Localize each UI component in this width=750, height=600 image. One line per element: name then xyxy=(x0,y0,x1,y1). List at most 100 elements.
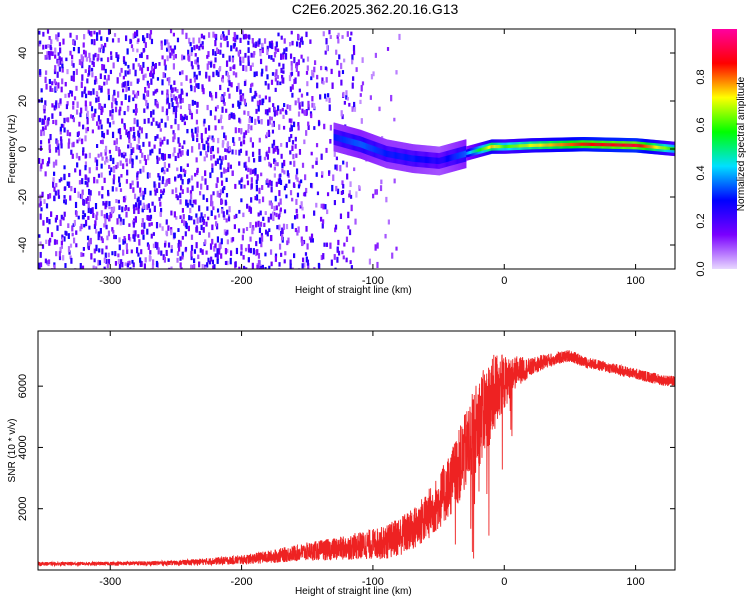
heatmap-cell xyxy=(255,179,258,185)
heatmap-ridge-cell xyxy=(358,140,361,148)
heatmap-cell xyxy=(200,33,203,39)
heatmap-cell xyxy=(293,215,297,220)
heatmap-cell xyxy=(298,148,302,155)
heatmap-cell xyxy=(74,168,77,173)
heatmap-cell xyxy=(347,225,350,230)
heatmap-cell xyxy=(71,115,74,120)
heatmap-cell xyxy=(200,183,203,190)
heatmap-cell xyxy=(111,186,114,192)
colorbar: 0.00.20.40.60.8 Normalized spectral ampli… xyxy=(695,29,747,277)
heatmap-cell xyxy=(313,103,316,110)
heatmap-cell xyxy=(285,47,288,52)
heatmap-cell xyxy=(155,221,159,229)
heatmap-cell xyxy=(47,259,51,265)
heatmap-cell xyxy=(54,65,57,72)
heatmap-cell xyxy=(268,179,272,186)
heatmap-cell xyxy=(149,149,152,156)
heatmap-cell xyxy=(78,59,81,65)
heatmap-ridge-cell xyxy=(477,148,480,152)
heatmap-cell xyxy=(304,174,307,181)
heatmap-ridge-cell xyxy=(391,151,393,158)
heatmap-cell xyxy=(238,104,241,109)
heatmap-ridge-cell xyxy=(640,144,642,148)
heatmap-cell xyxy=(239,148,243,154)
heatmap-cell xyxy=(269,213,273,220)
heatmap-cell xyxy=(187,49,190,56)
heatmap-ridge-cell xyxy=(585,142,588,146)
heatmap-cell xyxy=(189,42,192,47)
heatmap-cell xyxy=(218,193,221,198)
heatmap-cell xyxy=(292,182,296,188)
heatmap-cell xyxy=(206,137,210,142)
heatmap-cell xyxy=(191,65,194,70)
heatmap-cell xyxy=(170,266,173,269)
heatmap-cell xyxy=(283,209,287,214)
heatmap-cell xyxy=(184,231,187,237)
heatmap-cell xyxy=(256,264,259,269)
heatmap-cell xyxy=(69,114,73,119)
heatmap-cell xyxy=(39,251,42,258)
heatmap-cell xyxy=(177,239,181,245)
heatmap-cell xyxy=(174,118,177,125)
heatmap-cell xyxy=(98,248,101,253)
heatmap-ridge-cell xyxy=(461,151,464,158)
heatmap-cell xyxy=(250,125,253,131)
heatmap-cell xyxy=(120,259,123,265)
heatmap-cell xyxy=(176,257,179,263)
heatmap-cell xyxy=(201,138,204,143)
heatmap-cell xyxy=(50,39,53,45)
heatmap-cell xyxy=(245,267,248,269)
heatmap-cell xyxy=(313,210,316,216)
heatmap-cell xyxy=(323,123,326,130)
heatmap-cell xyxy=(255,249,258,257)
heatmap-cell xyxy=(238,180,241,185)
heatmap-cell xyxy=(135,92,138,99)
heatmap-cell xyxy=(73,187,77,193)
heatmap-cell xyxy=(289,104,292,111)
heatmap-cell xyxy=(69,32,72,38)
heatmap-cell xyxy=(247,60,250,66)
heatmap-cell xyxy=(251,151,255,157)
heatmap-ridge-cell xyxy=(579,142,581,146)
heatmap-cell xyxy=(302,239,306,245)
heatmap-ridge-cell xyxy=(424,156,427,163)
heatmap-ridge-cell xyxy=(634,143,636,147)
heatmap-cell xyxy=(297,122,300,127)
heatmap-cell xyxy=(398,33,401,40)
heatmap-cell xyxy=(360,118,363,124)
heatmap-cell xyxy=(211,238,214,245)
heatmap-cell xyxy=(153,144,156,149)
heatmap-cell xyxy=(282,223,286,230)
heatmap-cell xyxy=(254,167,257,175)
heatmap-cell xyxy=(214,215,217,220)
heatmap-cell xyxy=(255,41,258,47)
heatmap-cell xyxy=(129,267,132,269)
heatmap-ridge-cell xyxy=(441,156,444,164)
heatmap-cell xyxy=(65,57,68,62)
heatmap-x-axis-label: Height of straight line (km) xyxy=(295,285,412,296)
heatmap-cell xyxy=(239,37,242,43)
heatmap-cell xyxy=(202,194,205,200)
heatmap-cell xyxy=(128,260,131,265)
heatmap-cell xyxy=(113,140,116,146)
heatmap-cell xyxy=(137,252,140,257)
heatmap-cell xyxy=(116,57,119,62)
heatmap-cell xyxy=(137,63,140,67)
heatmap-cell xyxy=(254,118,257,125)
heatmap-cell xyxy=(262,216,265,221)
heatmap-cell xyxy=(261,264,264,269)
heatmap-cell xyxy=(69,243,73,248)
heatmap-ridge-cell xyxy=(641,144,643,148)
heatmap-cell xyxy=(109,154,112,162)
heatmap-cell xyxy=(126,249,129,254)
heatmap-cell xyxy=(258,265,261,269)
heatmap-cell xyxy=(130,249,133,254)
heatmap-cell xyxy=(61,78,64,85)
heatmap-cell xyxy=(235,47,238,52)
heatmap-ridge-cell xyxy=(520,144,523,148)
heatmap-cell xyxy=(39,40,42,45)
heatmap-cell xyxy=(249,65,252,71)
heatmap-cell xyxy=(251,38,254,44)
heatmap-ridge-cell xyxy=(379,148,382,155)
heatmap-cell xyxy=(258,187,261,194)
